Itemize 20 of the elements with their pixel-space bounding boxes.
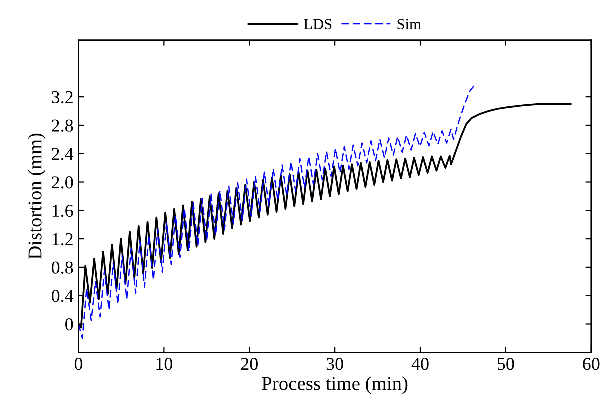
x-tick-label: 50 bbox=[498, 358, 514, 370]
x-tick-label: 30 bbox=[326, 358, 344, 370]
x-tick-label: 60 bbox=[583, 358, 600, 370]
x-tick-label: 10 bbox=[156, 358, 173, 370]
x-tick-label: 40 bbox=[412, 358, 429, 370]
y-tick-label: 1.2 bbox=[52, 233, 73, 246]
x-tick-label: 20 bbox=[241, 358, 258, 370]
y-tick-label: 2.0 bbox=[52, 176, 74, 189]
y-tick-label: 1.6 bbox=[52, 204, 74, 218]
y-tick-label: 3.2 bbox=[52, 91, 73, 104]
y-tick-label: 0 bbox=[66, 318, 74, 331]
y-tick-label: 0.4 bbox=[52, 290, 74, 302]
y-tick-label: 2.8 bbox=[52, 120, 74, 132]
y-tick-label: 0.8 bbox=[52, 262, 74, 274]
x-axis-title: Process time (min) bbox=[262, 376, 408, 394]
legend-label: LDS bbox=[304, 19, 332, 30]
x-tick-label: 0 bbox=[74, 358, 83, 370]
y-tick-label: 2.4 bbox=[52, 148, 74, 160]
y-axis-title: Distortion (mm) bbox=[28, 134, 46, 260]
legend-label: Sim bbox=[398, 19, 422, 30]
